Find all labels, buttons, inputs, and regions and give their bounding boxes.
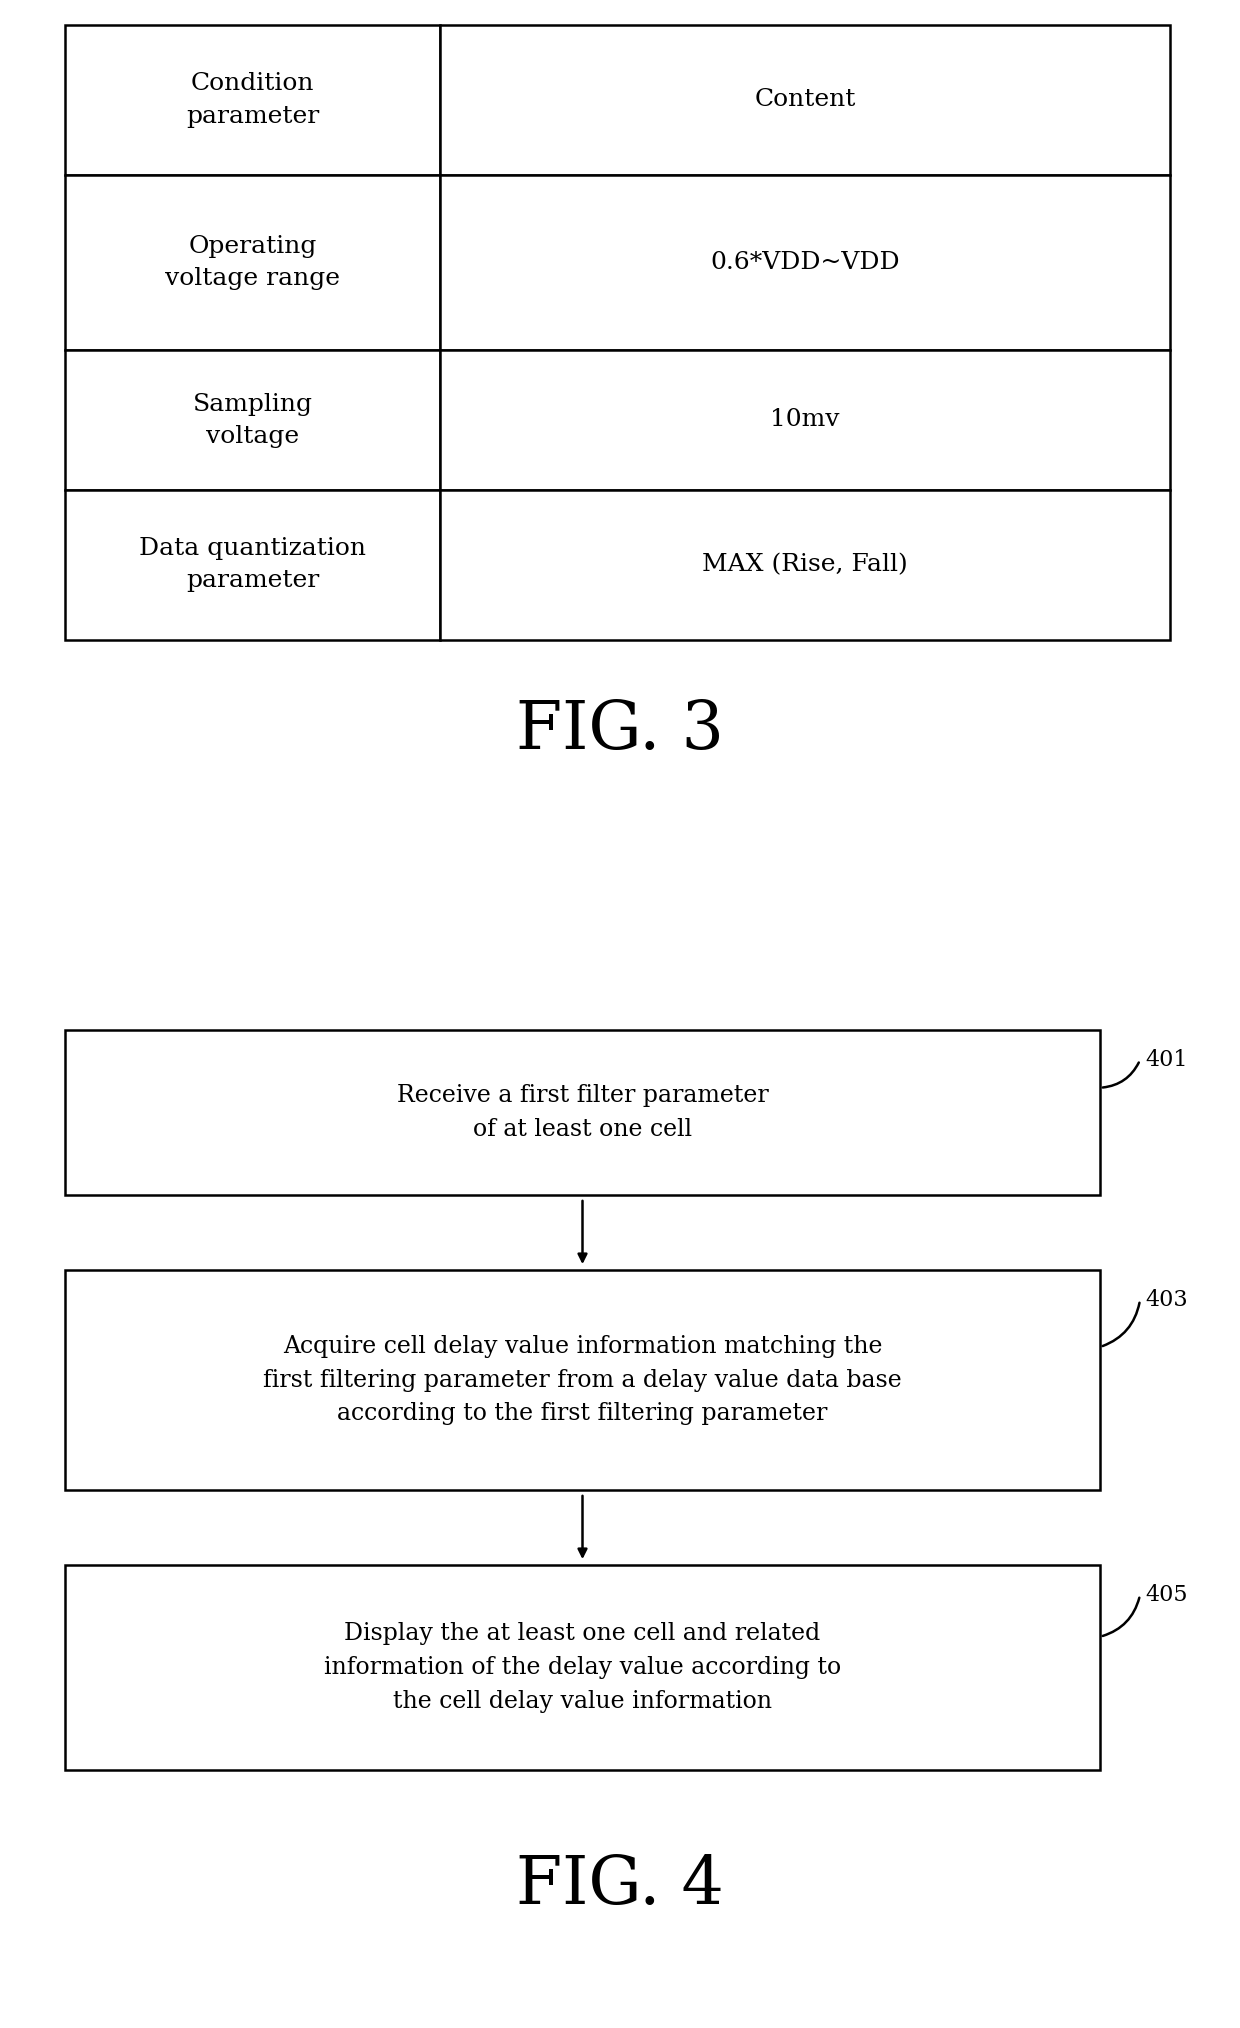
Bar (64, 174, 440, 351)
Bar (64, 351, 440, 491)
Bar (64, 1030, 1100, 1194)
Text: FIG. 3: FIG. 3 (516, 698, 724, 763)
Bar (440, 24, 1171, 174)
Bar (64, 24, 440, 174)
Bar (440, 351, 1171, 491)
Text: MAX (Rise, Fall): MAX (Rise, Fall) (702, 554, 908, 576)
Text: Condition
parameter: Condition parameter (186, 73, 319, 128)
Text: Receive a first filter parameter
of at least one cell: Receive a first filter parameter of at l… (397, 1085, 769, 1142)
Text: Content: Content (754, 89, 856, 112)
Text: Acquire cell delay value information matching the
first filtering parameter from: Acquire cell delay value information mat… (263, 1334, 901, 1426)
Text: 0.6*VDD~VDD: 0.6*VDD~VDD (711, 251, 900, 274)
Bar (440, 174, 1171, 351)
Text: Data quantization
parameter: Data quantization parameter (139, 537, 366, 592)
Text: Display the at least one cell and related
information of the delay value accordi: Display the at least one cell and relate… (324, 1622, 841, 1714)
Bar (440, 491, 1171, 641)
Text: 401: 401 (1145, 1048, 1188, 1071)
Text: Operating
voltage range: Operating voltage range (165, 235, 340, 290)
Bar (64, 1566, 1100, 1770)
Text: FIG. 4: FIG. 4 (516, 1852, 724, 1918)
Text: Sampling
voltage: Sampling voltage (192, 393, 312, 448)
Text: 10mv: 10mv (770, 408, 839, 432)
Text: 405: 405 (1145, 1584, 1188, 1606)
Bar (64, 1270, 1100, 1491)
Text: 403: 403 (1145, 1290, 1188, 1310)
Bar (64, 491, 440, 641)
